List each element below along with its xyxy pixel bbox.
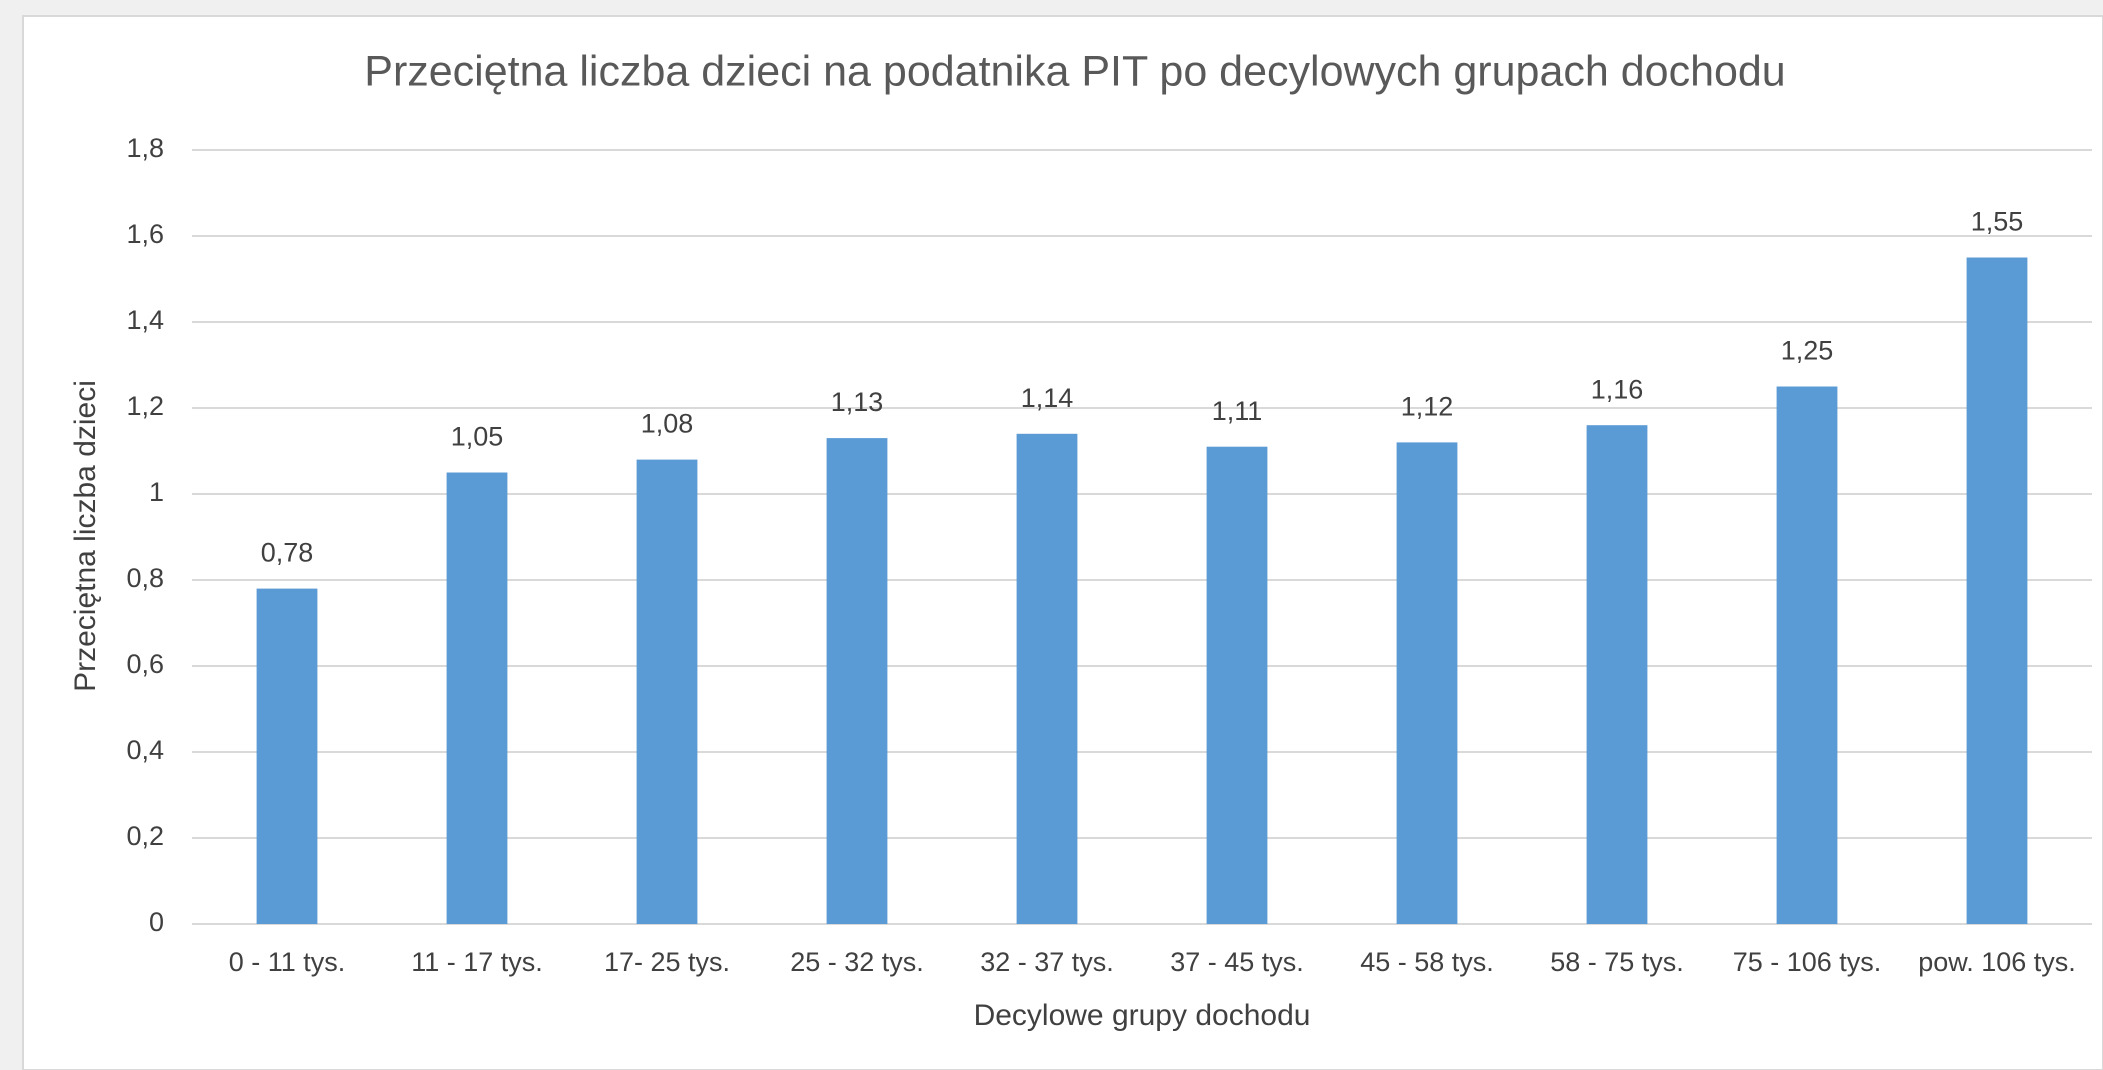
bar [256, 588, 318, 924]
y-tick-label: 1,4 [126, 305, 164, 335]
y-tick-label: 0,8 [126, 563, 164, 593]
x-tick-label: 0 - 11 tys. [229, 947, 346, 977]
data-label: 1,13 [831, 387, 884, 417]
chart-title: Przeciętna liczba dzieci na podatnika PI… [364, 47, 1785, 95]
x-tick-label: 11 - 17 tys. [411, 947, 543, 977]
y-tick-label: 0 [149, 907, 164, 937]
y-tick-label: 1 [149, 477, 164, 507]
bar [1206, 446, 1268, 924]
data-label: 0,78 [261, 538, 314, 568]
x-tick-label: 45 - 58 tys. [1360, 947, 1494, 977]
x-axis-title: Decylowe grupy dochodu [974, 999, 1311, 1032]
x-tick-label: 25 - 32 tys. [790, 947, 924, 977]
data-label: 1,08 [641, 409, 694, 439]
y-tick-label: 1,6 [126, 219, 164, 249]
data-label: 1,16 [1591, 374, 1644, 404]
x-tick-label: 75 - 106 tys. [1733, 947, 1882, 977]
bar [1016, 433, 1078, 924]
data-label: 1,05 [451, 422, 504, 452]
bar [1586, 425, 1648, 924]
x-tick-label: 17- 25 tys. [604, 947, 730, 977]
bar [446, 472, 508, 924]
bar [636, 459, 698, 924]
data-label: 1,25 [1781, 336, 1834, 366]
y-tick-label: 0,2 [126, 821, 164, 851]
x-tick-label: pow. 106 tys. [1918, 947, 2076, 977]
y-tick-label: 1,8 [126, 133, 164, 163]
y-axis-title: Przeciętna liczba dzieci [69, 380, 102, 692]
bar [1396, 442, 1458, 924]
bar [1966, 257, 2028, 924]
x-tick-label: 32 - 37 tys. [980, 947, 1114, 977]
bar [826, 438, 888, 924]
x-tick-label: 58 - 75 tys. [1550, 947, 1684, 977]
bar [1776, 386, 1838, 924]
y-tick-label: 0,6 [126, 649, 164, 679]
data-label: 1,12 [1401, 392, 1454, 422]
y-tick-label: 1,2 [126, 391, 164, 421]
data-label: 1,14 [1021, 383, 1074, 413]
data-label: 1,11 [1212, 396, 1263, 426]
x-tick-label: 37 - 45 tys. [1170, 947, 1304, 977]
y-tick-label: 0,4 [126, 735, 164, 765]
data-label: 1,55 [1971, 207, 2024, 237]
